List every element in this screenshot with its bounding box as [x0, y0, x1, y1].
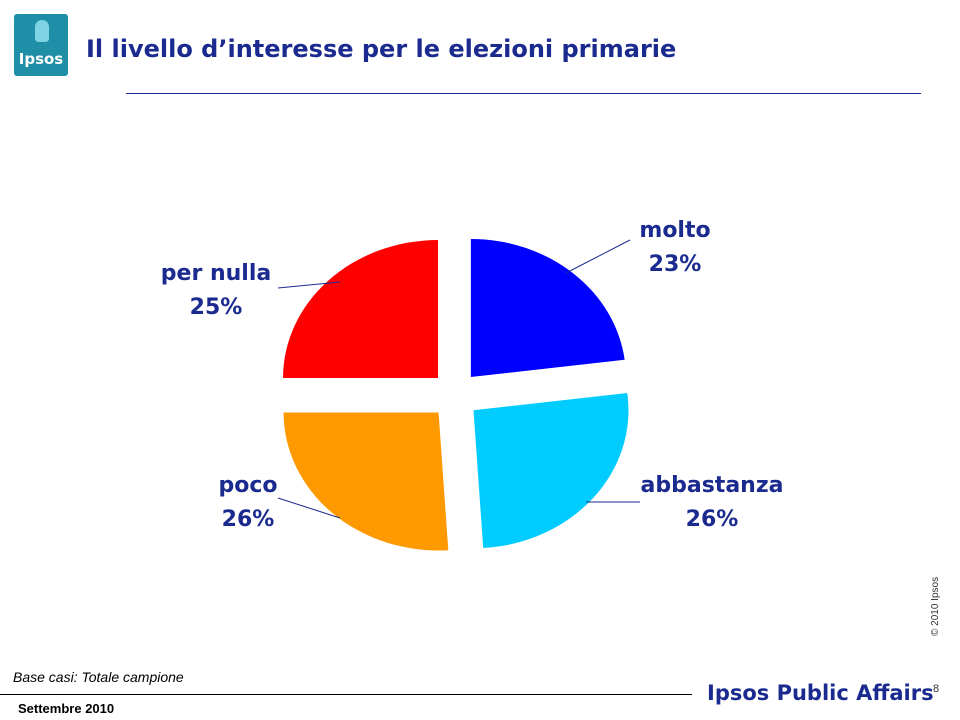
logo-head-icon [35, 20, 49, 42]
footer-divider [0, 694, 692, 695]
copyright-notice: © 2010 Ipsos [930, 576, 941, 636]
leader-line [277, 497, 341, 519]
ipsos-logo: Ipsos [14, 14, 68, 76]
leader-line [277, 281, 341, 289]
title-divider [126, 93, 921, 94]
leader-line [565, 239, 631, 274]
slice-value-label: 26% [686, 507, 739, 532]
slice-category-label: poco [218, 473, 277, 498]
slice-labels: molto 23% abbastanza 26% poco 26% per nulla 25% [161, 218, 784, 532]
page-number: 8 [933, 683, 940, 695]
slice-value-label: 23% [649, 252, 702, 277]
logo-text: Ipsos [18, 50, 64, 68]
pie-slice-poco [283, 412, 449, 551]
pie-slices [283, 238, 629, 551]
brand-name: Ipsos Public Affairs [707, 681, 934, 705]
slice-value-label: 26% [222, 507, 275, 532]
base-note: Base casi: Totale campione [13, 669, 184, 685]
slice-category-label: per nulla [161, 261, 271, 286]
slice-value-label: 25% [190, 295, 243, 320]
leader-lines [277, 239, 640, 519]
footer-date: Settembre 2010 [18, 701, 115, 716]
slice-category-label: abbastanza [641, 473, 784, 498]
page-title: Il livello d’interesse per le elezioni p… [86, 35, 677, 63]
pie-slice-abbastanza [473, 393, 629, 549]
pie-slice-per-nulla [283, 240, 439, 379]
pie-slice-molto [470, 238, 625, 377]
slice-category-label: molto [639, 218, 710, 243]
